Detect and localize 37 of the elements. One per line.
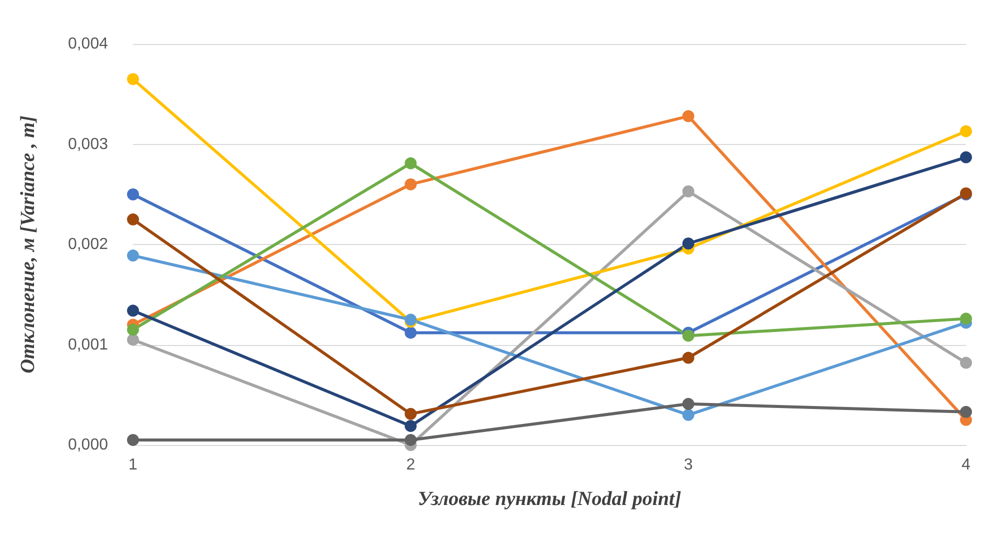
y-tick-label: 0,004	[68, 36, 108, 52]
x-tick-label: 2	[406, 456, 416, 474]
point	[960, 312, 972, 325]
point	[127, 304, 139, 317]
point	[127, 213, 139, 226]
point	[127, 324, 139, 336]
point	[682, 408, 694, 421]
point	[682, 352, 694, 364]
point	[127, 434, 139, 446]
point	[960, 125, 972, 138]
point	[960, 151, 972, 164]
y-tick-label: 0,000	[68, 436, 108, 454]
point	[960, 356, 972, 369]
x-tick-label: 1	[128, 456, 138, 474]
point	[682, 238, 694, 250]
point	[404, 408, 417, 420]
point	[404, 178, 417, 190]
point	[127, 188, 139, 200]
point	[404, 157, 417, 170]
point	[127, 250, 139, 262]
point	[404, 326, 417, 339]
x-axis-title: Узловые пункты [Nodal point]	[418, 488, 682, 510]
point	[404, 434, 417, 446]
y-tick-label: 0,003	[68, 136, 108, 153]
y-tick-label: 0,001	[68, 336, 108, 354]
point	[682, 185, 694, 198]
y-axis-title: Отклонение, м [Variance , m]	[17, 115, 39, 374]
x-tick-label: 4	[962, 456, 971, 474]
point	[960, 406, 972, 418]
point	[404, 420, 417, 432]
point	[682, 398, 694, 410]
point	[682, 110, 694, 122]
point	[127, 334, 139, 346]
point	[127, 73, 139, 86]
y-tick-label: 0,002	[68, 236, 108, 253]
x-tick-label: 3	[684, 456, 693, 474]
point	[682, 330, 694, 342]
